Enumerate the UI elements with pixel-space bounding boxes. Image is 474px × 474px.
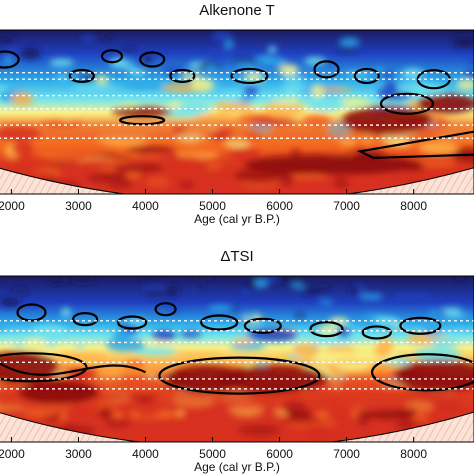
significance-contours: [0, 302, 474, 395]
x-tick-label: 4000: [132, 447, 159, 461]
panel-1-title: Alkenone T: [199, 2, 275, 19]
contour: [116, 315, 148, 330]
contour: [0, 352, 88, 383]
x-tick-label: 3000: [65, 199, 92, 213]
dashed-period-lines: [0, 320, 474, 390]
panel-2-xlabel: Age (cal yr B.P.): [194, 460, 280, 474]
contour: [200, 314, 239, 331]
contour: [68, 68, 95, 84]
contour: [0, 362, 146, 376]
contour: [119, 115, 166, 126]
plot-frame: [0, 275, 474, 443]
contour: [154, 302, 177, 317]
contour: [0, 50, 20, 69]
x-tick-label: 6000: [266, 199, 293, 213]
dashed-period-lines: [0, 71, 474, 139]
contour: [230, 67, 269, 85]
contour: [361, 325, 392, 340]
contour: [139, 51, 166, 68]
x-axis: 2000 3000 4000 5000 6000 7000 8000: [0, 437, 427, 461]
cone-of-influence: [0, 167, 474, 194]
x-tick-label: 6000: [266, 447, 293, 461]
contour: [356, 130, 474, 160]
plot-frame: [0, 29, 474, 195]
contour: [243, 317, 282, 334]
power-blobs: [0, 30, 474, 194]
x-tick-label: 7000: [333, 447, 360, 461]
significance-contours: [0, 49, 474, 160]
x-tick-label: 2000: [0, 199, 25, 213]
contour: [169, 68, 196, 84]
contour: [353, 67, 380, 85]
panel-2-title: ΔTSI: [220, 248, 254, 265]
x-tick-label: 5000: [199, 199, 226, 213]
x-tick-label: 8000: [400, 199, 427, 213]
contour: [72, 312, 99, 327]
x-tick-label: 7000: [333, 199, 360, 213]
x-tick-label: 8000: [400, 447, 427, 461]
tsi-wavelet-plot: 2000 3000 4000 5000 6000 7000 8000: [0, 275, 474, 461]
contour: [16, 303, 47, 322]
contour: [309, 321, 344, 338]
alkenone-wavelet-plot: 2000 3000 4000 5000 6000 7000 8000: [0, 29, 474, 213]
x-tick-label: 3000: [65, 447, 92, 461]
contour: [158, 356, 321, 395]
x-axis: 2000 3000 4000 5000 6000 7000 8000: [0, 189, 427, 213]
x-tick-label: 4000: [132, 199, 159, 213]
cone-of-influence: [0, 411, 474, 442]
panel-1-xlabel: Age (cal yr B.P.): [194, 212, 280, 226]
wavelet-power-field: [0, 30, 474, 194]
x-tick-label: 5000: [199, 447, 226, 461]
contour: [313, 60, 340, 79]
x-tick-label: 2000: [0, 447, 25, 461]
contour: [379, 92, 435, 115]
contour: [399, 316, 442, 335]
contour: [370, 353, 474, 392]
wavelet-power-field: [0, 276, 474, 442]
contour: [100, 49, 124, 64]
